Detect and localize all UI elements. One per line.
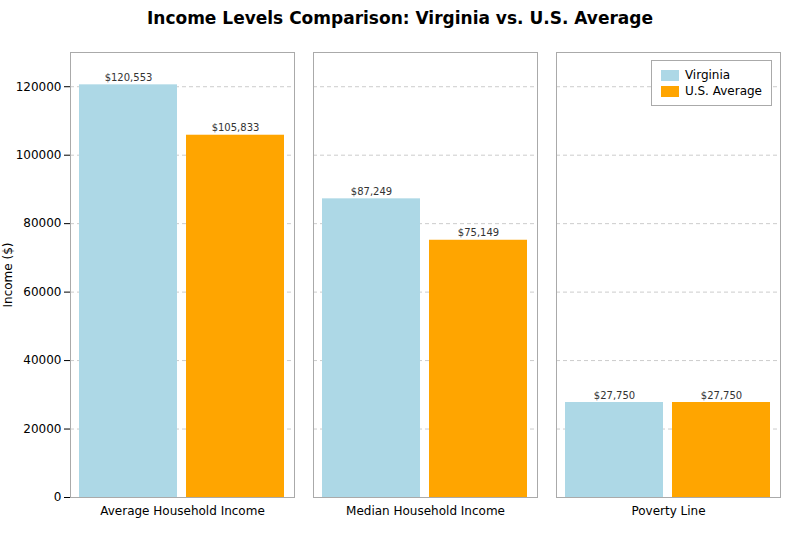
svg-text:Average Household Income: Average Household Income (100, 504, 265, 518)
html-text:Virginia: Virginia (684, 68, 731, 82)
svg-text:80000: 80000 (23, 216, 61, 230)
svg-text:Poverty Line: Poverty Line (631, 504, 705, 518)
svg-text:60000: 60000 (23, 285, 61, 299)
html-text:Income Levels Comparison: Virg: Income Levels Comparison: Virginia vs. U… (147, 8, 653, 28)
svg-text:0: 0 (54, 490, 62, 504)
svg-text:$75,149: $75,149 (458, 227, 499, 238)
svg-text:Median Household Income: Median Household Income (346, 504, 505, 518)
svg-text:120000: 120000 (16, 80, 62, 94)
svg-text:40000: 40000 (23, 353, 61, 367)
svg-text:Income ($): Income ($) (1, 243, 15, 308)
svg-text:20000: 20000 (23, 422, 61, 436)
html-text:U.S. Average: U.S. Average (684, 84, 762, 98)
svg-text:$27,750: $27,750 (701, 390, 742, 401)
svg-text:$27,750: $27,750 (594, 390, 635, 401)
svg-text:$87,249: $87,249 (351, 186, 392, 197)
svg-text:100000: 100000 (16, 148, 62, 162)
svg-text:$105,833: $105,833 (212, 122, 260, 133)
svg-text:$120,553: $120,553 (105, 72, 153, 83)
